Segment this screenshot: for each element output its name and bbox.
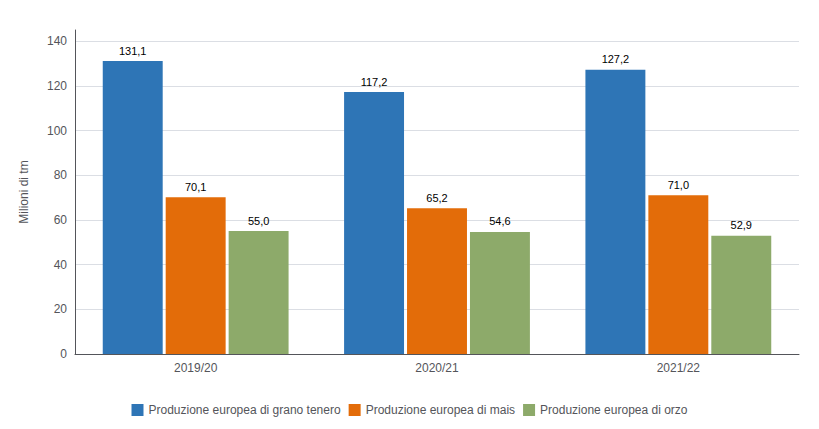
svg-text:Produzione europea di grano te: Produzione europea di grano tenero — [149, 403, 341, 417]
svg-text:Produzione europea di orzo: Produzione europea di orzo — [540, 403, 688, 417]
svg-text:40: 40 — [54, 258, 68, 272]
svg-text:127,2: 127,2 — [602, 53, 630, 65]
svg-text:120: 120 — [47, 79, 67, 93]
svg-text:54,6: 54,6 — [489, 215, 510, 227]
svg-text:100: 100 — [47, 124, 67, 138]
svg-text:71,0: 71,0 — [668, 179, 689, 191]
svg-text:80: 80 — [54, 168, 68, 182]
svg-text:2019/20: 2019/20 — [174, 361, 218, 375]
svg-text:140: 140 — [47, 34, 67, 48]
svg-text:2021/22: 2021/22 — [657, 361, 701, 375]
svg-text:70,1: 70,1 — [185, 181, 206, 193]
svg-text:55,0: 55,0 — [248, 215, 269, 227]
svg-text:65,2: 65,2 — [426, 192, 447, 204]
svg-text:Produzione europea di mais: Produzione europea di mais — [366, 403, 515, 417]
svg-text:52,9: 52,9 — [731, 219, 752, 231]
svg-text:117,2: 117,2 — [361, 76, 388, 88]
svg-text:0: 0 — [60, 347, 67, 361]
svg-text:20: 20 — [54, 302, 68, 316]
svg-text:2020/21: 2020/21 — [415, 361, 459, 375]
svg-text:Milioni di tm: Milioni di tm — [17, 160, 31, 223]
svg-text:60: 60 — [54, 213, 68, 227]
svg-text:131,1: 131,1 — [119, 45, 147, 57]
